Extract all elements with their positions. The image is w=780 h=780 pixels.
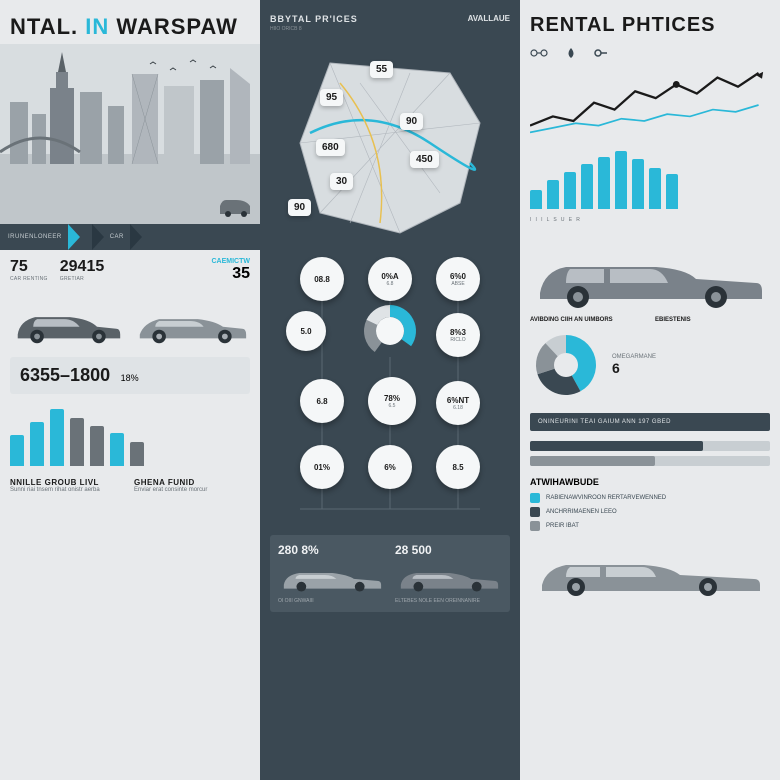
bar xyxy=(632,159,644,209)
bar xyxy=(598,157,610,209)
stat-num: 35 xyxy=(116,265,250,283)
bubble: 6%NT6.18 xyxy=(436,381,480,425)
progress-bar xyxy=(530,441,770,451)
pie-chart xyxy=(530,329,602,401)
bar xyxy=(30,422,44,466)
stat-row: 75 CAR RENTING 29415 GRETIAR CAEMICTW 35 xyxy=(0,250,260,291)
title-part-a: NTAL xyxy=(10,14,71,39)
mid-panel: BBYTAL PR'ICES HIIO ORICB 8 AVALLAUE 55 9… xyxy=(260,0,520,780)
mid-title: BBYTAL PR'ICES xyxy=(260,0,368,26)
legend-item: ANCHRRIMAENEN LEEO xyxy=(530,507,770,517)
bar xyxy=(110,433,124,466)
right-title: RENTAL PHTICES xyxy=(520,0,780,41)
bar-labels: I I I L S U E R xyxy=(520,213,780,227)
car-price-panel: 280 8% OI OIII GNWAIII 28 500 ELTEBES NO… xyxy=(270,535,510,612)
stat-item: 75 CAR RENTING xyxy=(10,258,48,283)
bar-chart-right xyxy=(530,147,770,209)
pie-section: OMEGARMANE 6 xyxy=(520,323,780,407)
bubble: 0%A6.8 xyxy=(368,257,412,301)
title-part-c: WARSPAW xyxy=(116,14,237,39)
chevron-icon xyxy=(92,224,104,250)
bubble: 8%3RICLO xyxy=(436,313,480,357)
legend-title: ATWIHAWBUDE xyxy=(520,475,780,489)
line-chart xyxy=(530,67,770,143)
icon-row xyxy=(520,41,780,65)
footer-blocks: NNILLE GROUB LIVL Sunni riai tnsem rihat… xyxy=(0,472,260,499)
skyline-illustration xyxy=(0,44,260,224)
bubble: 6% xyxy=(368,445,412,489)
chevron-icon xyxy=(130,224,142,250)
stat-sub: CAEMICTW xyxy=(116,258,250,265)
glasses-icon xyxy=(530,47,548,59)
price-range: 6355–1800 18% xyxy=(10,357,250,394)
legend-item: PREIR IBAT xyxy=(530,521,770,531)
bubble: 01% xyxy=(300,445,344,489)
ribbon-text-a: IRUNENLONEER xyxy=(8,234,62,240)
ribbon: IRUNENLONEER CAR xyxy=(0,224,260,250)
left-panel: NTAL. IN WARSPAW xyxy=(0,0,260,780)
legend-list: RABIENAWVINROON RERTARVEWENNED ANCHRRIMAE… xyxy=(520,489,780,539)
ribbon-text-b: CAR xyxy=(110,234,124,240)
map-pin: 90 xyxy=(288,199,311,216)
legend-item: RABIENAWVINROON RERTARVEWENNED xyxy=(530,493,770,503)
car-icon xyxy=(278,557,385,593)
availability-label: AVALLAUE xyxy=(458,0,520,37)
right-panel: RENTAL PHTICES I I I L S U E R AVIBDING … xyxy=(520,0,780,780)
bubble: 78%6.5 xyxy=(368,377,416,425)
stat-item: 29415 GRETIAR xyxy=(60,258,105,283)
chevron-icon xyxy=(68,224,80,250)
car-icon xyxy=(530,543,770,597)
dark-strip: ONINEURINI TEAI GAIUM ANN 197 GBED xyxy=(530,413,770,431)
map-pin: 95 xyxy=(320,89,343,106)
main-title: NTAL. IN WARSPAW xyxy=(0,0,260,44)
mid-subtitle: HIIO ORICB 8 xyxy=(260,26,368,32)
bar xyxy=(70,418,84,466)
bubble: 6%0ABSE xyxy=(436,257,480,301)
city-map: 55 95 90 680 450 30 90 xyxy=(270,43,510,243)
bubble: 5.0 xyxy=(286,311,326,351)
bar xyxy=(90,426,104,466)
progress-bars xyxy=(520,437,780,475)
drop-icon xyxy=(564,47,578,59)
bar xyxy=(10,435,24,466)
bar xyxy=(50,409,64,466)
bar xyxy=(649,168,661,209)
bar-chart-left xyxy=(10,400,250,466)
bubble-grid: 08.8 0%A6.8 6%0ABSE 5.0 8%3RICLO 6.8 78%6.5 6%N… xyxy=(260,249,520,529)
bubble: 6.8 xyxy=(300,379,344,423)
map-pin: 55 xyxy=(370,61,393,78)
map-pin: 450 xyxy=(410,151,439,168)
car-icon xyxy=(10,295,126,347)
map-pin: 30 xyxy=(330,173,353,190)
car-price-item: 280 8% OI OIII GNWAIII xyxy=(278,543,385,604)
bar xyxy=(666,174,678,209)
bar xyxy=(564,172,576,209)
car-price-item: 28 500 ELTEBES NOLE EEN OREINNANIRE xyxy=(395,543,502,604)
map-pin: 680 xyxy=(316,139,345,156)
footer-block: GHENA FUNID Enviar erat consinte morcur xyxy=(134,478,250,493)
bubble: 8.5 xyxy=(436,445,480,489)
suv-illustration xyxy=(530,233,770,311)
bar xyxy=(547,180,559,209)
footer-block: NNILLE GROUB LIVL Sunni riai tnsem rihat… xyxy=(10,478,126,493)
bar xyxy=(130,442,144,466)
progress-bar xyxy=(530,456,770,466)
pie-legend: OMEGARMANE 6 xyxy=(612,354,770,376)
car-icon xyxy=(134,295,250,347)
donut-chart xyxy=(358,299,422,363)
map-pin: 90 xyxy=(400,113,423,130)
title-part-b: IN xyxy=(85,14,109,39)
bar xyxy=(530,190,542,209)
bar xyxy=(581,164,593,209)
bar xyxy=(615,151,627,209)
key-icon xyxy=(594,47,608,59)
bubble: 08.8 xyxy=(300,257,344,301)
car-icon xyxy=(395,557,502,593)
car-row xyxy=(0,291,260,351)
